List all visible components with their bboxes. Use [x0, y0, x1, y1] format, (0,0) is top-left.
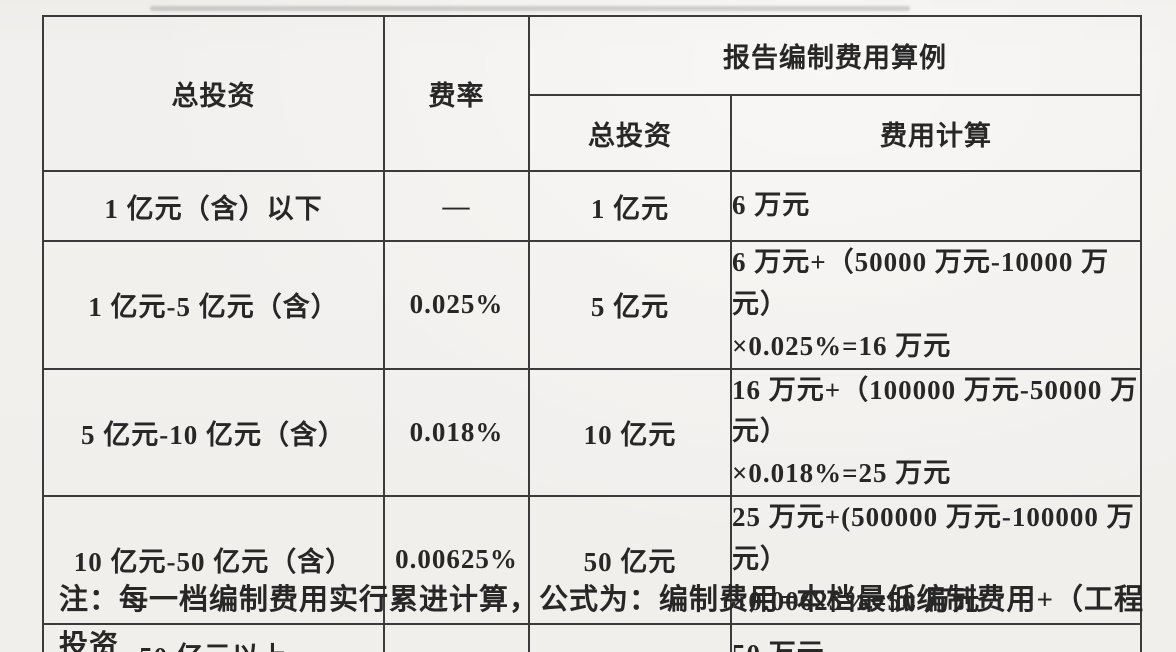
cell-rate: — [383, 170, 530, 242]
cell-example-investment: 10 亿元 [528, 367, 732, 498]
cell-rate: 0.00625% [383, 495, 530, 625]
table-header-row-sub: 总投资 费用计算 [43, 94, 1142, 172]
cell-investment-range: 1 亿元-5 亿元（含） [42, 240, 385, 370]
table-row: 10 亿元-50 亿元（含） 0.00625% 50 亿元 25 万元+(500… [42, 495, 1142, 625]
cell-rate: 0.018% [383, 367, 530, 498]
cell-example-investment: 5 亿元 [528, 240, 732, 370]
cell-fee-calculation: 25 万元+(500000 万元-100000 万元） ×0.00625%=50… [730, 495, 1142, 625]
cell-investment-range: 50 亿元以上 [42, 622, 385, 652]
header-example-investment: 总投资 [528, 94, 732, 172]
cell-investment-range: 10 亿元-50 亿元（含） [42, 495, 385, 625]
cell-fee-calculation: 6 万元+（50000 万元-10000 万元） ×0.025%=16 万元 [730, 240, 1142, 370]
cell-example-investment: 50 亿元 [528, 495, 732, 625]
cell-rate: — [383, 622, 530, 652]
cell-investment-range: 1 亿元（含）以下 [42, 170, 385, 242]
table-row: 1 亿元（含）以下 — 1 亿元 6 万元 [42, 170, 1142, 242]
cell-example-investment: — [528, 622, 732, 652]
table-row: 5 亿元-10 亿元（含） 0.018% 10 亿元 16 万元+（100000… [42, 367, 1142, 498]
cell-fee-calculation: 6 万元 [730, 170, 1142, 242]
header-fee-calculation: 费用计算 [730, 94, 1142, 172]
table-row: 50 亿元以上 — — 50 万元 [42, 622, 1142, 652]
scan-artifact [150, 6, 910, 11]
table-header-row-top: 总投资 费率 报告编制费用算例 [42, 15, 1142, 172]
header-total-investment: 总投资 [42, 15, 385, 172]
table-row: 1 亿元-5 亿元（含） 0.025% 5 亿元 6 万元+（50000 万元-… [42, 240, 1142, 370]
footnote: 注：每一档编制费用实行累进计算，公式为：编制费用=本档最低编制费用+（工程投资 … [23, 577, 1153, 652]
fee-table: 总投资 费率 报告编制费用算例 总投资 费用计算 1 亿元（含）以下 — 1 亿… [42, 15, 1142, 652]
footnote-line-1: 注：每一档编制费用实行累进计算，公式为：编制费用=本档最低编制费用+（工程投资 [59, 584, 1145, 652]
cell-example-investment: 1 亿元 [528, 170, 732, 242]
cell-fee-calculation: 50 万元 [730, 622, 1142, 652]
header-example-group: 报告编制费用算例 [528, 15, 1142, 96]
cell-fee-calculation: 16 万元+（100000 万元-50000 万元） ×0.018%=25 万元 [730, 367, 1142, 498]
header-rate: 费率 [383, 15, 530, 172]
cell-rate: 0.025% [383, 240, 530, 370]
cell-investment-range: 5 亿元-10 亿元（含） [42, 367, 385, 498]
